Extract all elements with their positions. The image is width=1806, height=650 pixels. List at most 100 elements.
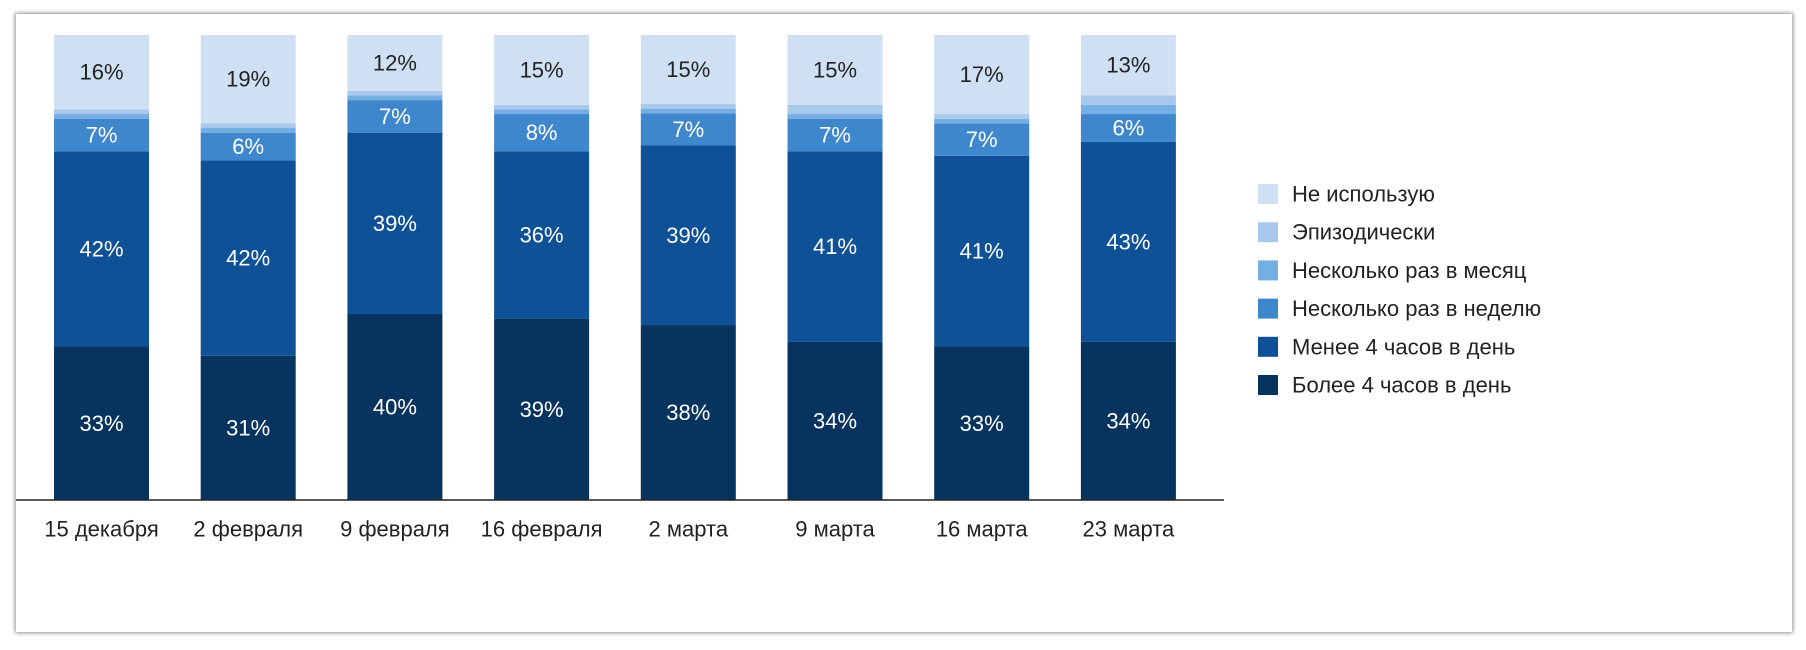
bar-segment [640,104,736,109]
bar-data-label: 41% [813,234,857,259]
bar-segment [787,114,883,119]
bar-data-label: 17% [960,62,1004,87]
bar-segment [347,90,443,96]
legend-swatch [1258,222,1278,243]
legend-swatch [1258,336,1278,357]
bar-segment [640,108,736,114]
x-tick-label: 16 февраля [481,517,603,542]
bar-segment [640,35,736,105]
bar-segment [1080,114,1176,142]
bar-segment [934,123,1030,156]
bar-data-label: 16% [79,60,123,85]
bar-data-label: 7% [966,127,998,152]
bar-segment [787,118,883,152]
bar-data-label: 31% [226,415,270,440]
x-tick-labels: 15 декабря 2 февраля 9 февраля 16 февраля 2 … [44,517,1175,542]
bar-data-label: 39% [520,397,564,422]
bar-data-label: 41% [960,239,1004,264]
bar-data-label: 38% [666,400,710,425]
bar-data-label: 6% [232,134,264,159]
bar-segment [494,114,590,152]
x-tick-label: 2 февраля [193,517,303,542]
bar-data-label: 15% [520,57,564,82]
bar-segment [1080,341,1176,500]
bar-data-label: 19% [226,67,270,92]
bar-data-label: 15% [666,57,710,82]
bar-segment [934,35,1030,115]
bar-segment [494,104,590,110]
bar-segment [347,314,443,500]
bar-segment [347,35,443,91]
bar-segment [54,118,149,152]
stacked-bar-chart: 33% 42% 7% 16% 31% 42% 6% 19% 40% 39% 7% 12% 39% 36% 8… [16,35,1541,542]
bar-segment [494,35,590,105]
legend-swatch [1258,375,1278,395]
bar-segment [640,325,736,500]
bar-segment [787,35,883,105]
bars-layer [54,35,1176,500]
bar-segment [934,114,1030,119]
bar-segment [494,109,590,115]
bar-segment [54,346,149,500]
chart-frame: 33% 42% 7% 16% 31% 42% 6% 19% 40% 39% 7% 12% 39% 36% 8… [16,14,1792,632]
bar-data-label: 39% [373,211,417,236]
bar-data-label: 39% [666,223,710,248]
bar-segment [347,132,443,314]
legend-label: Не использую [1292,182,1435,207]
x-tick-label: 16 марта [936,517,1029,542]
bar-segment [200,128,296,133]
bar-segment [1080,141,1176,342]
legend-label: Несколько раз в месяц [1292,258,1527,283]
x-tick-label: 2 марта [649,517,729,542]
bar-segment [347,95,443,101]
bar-segment [347,100,443,133]
bar-data-label: 34% [813,408,857,433]
bar-data-label: 12% [373,50,417,75]
bar-segment [54,109,149,115]
legend-label: Менее 4 часов в день [1292,334,1515,359]
x-tick-label: 23 марта [1083,517,1176,542]
bar-data-label: 6% [1113,116,1145,141]
bar-data-label: 8% [526,120,558,145]
bar-segment [640,145,736,326]
x-tick-label: 15 декабря [44,517,159,542]
bar-segment [54,35,149,110]
legend-label: Более 4 часов в день [1292,373,1511,398]
bar-segment [200,123,296,128]
bar-data-label: 40% [373,395,417,420]
bar-data-label: 33% [79,411,123,436]
bar-data-label: 13% [1106,53,1150,78]
bar-data-label: 43% [1106,229,1150,254]
bar-segment [494,318,590,500]
bar-segment [787,151,883,342]
bar-segment [54,114,149,119]
bar-data-label: 33% [960,411,1004,436]
bar-data-label: 34% [1106,408,1150,433]
bar-segment [787,104,883,115]
bar-segment [200,355,296,500]
bar-data-label: 42% [79,236,123,261]
bar-segment [200,35,296,124]
legend-label: Несколько раз в неделю [1292,296,1541,321]
bar-segment [934,346,1030,500]
bar-segment [1080,95,1176,105]
bar-segment [787,341,883,500]
bar-data-label: 7% [819,122,851,147]
x-tick-label: 9 февраля [340,517,450,542]
legend-label: Эпизодически [1292,220,1435,245]
x-tick-label: 9 марта [795,517,875,542]
bar-segment [200,160,296,356]
bar-segment [1080,104,1176,115]
legend-swatch [1258,184,1278,204]
bar-segment [934,155,1030,347]
bar-segment [54,151,149,347]
legend-swatch [1258,260,1278,281]
bar-data-label: 36% [520,222,564,247]
bar-segment [200,132,296,161]
bar-segment [1080,35,1176,96]
bar-labels-layer: 33% 42% 7% 16% 31% 42% 6% 19% 40% 39% 7% 12% 39% 36% 8… [79,50,1150,440]
bar-data-label: 7% [86,122,118,147]
bar-segment [494,151,590,319]
bar-segment [640,113,736,146]
legend: Не использую Эпизодически Несколько раз в … [1258,182,1541,398]
